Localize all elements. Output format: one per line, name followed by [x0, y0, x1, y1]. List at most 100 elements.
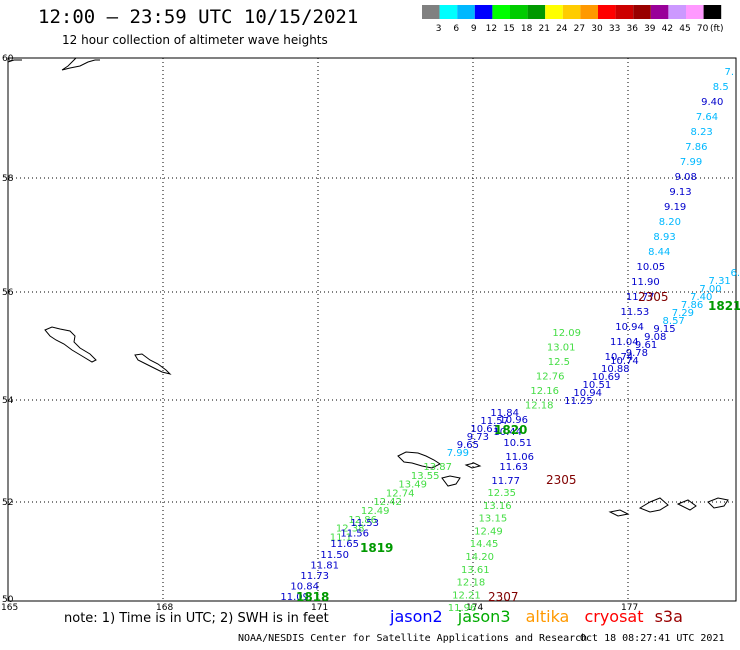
- legend-swatch: [457, 5, 475, 19]
- legend-label: 21: [538, 24, 549, 34]
- wave-height-value: 12.16: [530, 386, 559, 397]
- wave-height-value: 8.20: [659, 217, 681, 228]
- wave-height-value: 12.38: [336, 524, 365, 535]
- pass-label-1819: 1819: [360, 541, 393, 555]
- wave-height-value: 11.73: [300, 571, 329, 582]
- wave-height-value: 9.13: [669, 187, 691, 198]
- satellite-altika: altika: [525, 607, 570, 626]
- coastlines: [7, 57, 729, 517]
- wave-height-value: 10.74: [610, 356, 639, 367]
- coast-alaska-mainland: [7, 57, 100, 71]
- wave-height-value: 12.09: [552, 328, 581, 339]
- satellite-jason2: jason2: [390, 607, 443, 626]
- wave-height-value: 12.18: [457, 578, 486, 589]
- pass-label-1821: 1821: [708, 299, 740, 313]
- wave-height-value: 10.51: [503, 438, 532, 449]
- legend-label: 24: [556, 24, 568, 34]
- legend-label: 30: [591, 24, 603, 34]
- wave-height-value: 7.00: [699, 284, 721, 295]
- wave-height-value: 10.94: [615, 322, 644, 333]
- legend-swatch: [545, 5, 563, 19]
- wave-height-value: 11.57: [480, 416, 509, 427]
- wave-height-value: 7.40: [690, 292, 712, 303]
- wave-height-value: 7.86: [685, 142, 707, 153]
- wave-height-value: 9.08: [644, 332, 666, 343]
- wave-height-value: 8.44: [648, 247, 670, 258]
- legend-swatch: [492, 5, 510, 19]
- legend-swatch: [633, 5, 651, 19]
- lat-label-52: 52: [2, 498, 13, 508]
- legend-label: 12: [486, 24, 497, 34]
- wave-height-value: 13.49: [398, 480, 427, 491]
- wave-height-value: 12.74: [386, 488, 415, 499]
- lat-label-50: 50: [2, 595, 14, 605]
- legend-label: 9: [471, 24, 477, 34]
- wave-height-value: 7.29: [672, 308, 694, 319]
- wave-height-value: 12.21: [452, 590, 481, 601]
- wave-height-value: 11.50: [320, 550, 349, 561]
- legend-swatch: [703, 5, 722, 19]
- legend-swatch: [650, 5, 669, 19]
- lat-label-56: 56: [2, 288, 14, 298]
- legend-swatch: [422, 5, 440, 19]
- legend-label: 15: [503, 24, 514, 34]
- wave-height-tracks: 7. 8.5 9.40 7.64 8.23 7.86 7.99 9.08 9.13 9.19 8.2…: [280, 67, 740, 614]
- wave-height-value: 11.65: [330, 539, 359, 550]
- island-rat-east-3: [707, 497, 729, 509]
- map-title: 12:00 – 23:59 UTC 10/15/2021: [38, 6, 359, 28]
- island-bering: [44, 326, 97, 363]
- wave-height-value: 9.15: [653, 324, 675, 335]
- satellite-cryosat: cryosat: [584, 607, 644, 626]
- wave-height-value: 12.35: [487, 488, 516, 499]
- island-attu: [397, 451, 441, 469]
- legend-swatch: [668, 5, 686, 19]
- wave-height-value: 10.61: [470, 424, 499, 435]
- wave-height-value: 12.86: [348, 515, 377, 526]
- wave-height-value: 10.51: [583, 380, 612, 391]
- legend-label: 70: [697, 24, 709, 34]
- wave-height-value: 10.94: [573, 388, 602, 399]
- wave-height-value: 11.81: [310, 560, 339, 571]
- wave-height-value: 13.87: [423, 462, 452, 473]
- legend-label: 33: [609, 24, 620, 34]
- pass-label-2307: 2307: [488, 590, 519, 604]
- wave-height-value: 7.86: [681, 300, 703, 311]
- wave-height-value: 11.04: [610, 337, 639, 348]
- legend-swatch: [439, 5, 458, 19]
- wave-height-value: 9.73: [467, 432, 489, 443]
- lon-label-168: 168: [156, 603, 173, 613]
- wave-height-value: 9.08: [675, 172, 697, 183]
- wave-height-value: 12.42: [373, 497, 402, 508]
- wave-height-value: 11.84: [490, 408, 519, 419]
- legend-swatch: [615, 5, 634, 19]
- wave-height-value: 11.53: [621, 307, 650, 318]
- wave-height-value: 11.53: [350, 518, 379, 529]
- legend-swatch: [474, 5, 493, 19]
- map-frame: [7, 57, 737, 602]
- wave-height-value: 13.16: [483, 501, 512, 512]
- wave-height-value: 12.76: [536, 372, 565, 383]
- legend-label: 45: [679, 24, 690, 34]
- wave-height-value: 11.77: [491, 476, 520, 487]
- footer-note: note: 1) Time is in UTC; 2) SWH is in fe…: [64, 611, 329, 626]
- wave-height-value: 14.20: [465, 552, 494, 563]
- credit-line: NOAA/NESDIS Center for Satellite Applica…: [238, 633, 588, 644]
- wave-height-value: 8.23: [691, 127, 713, 138]
- wave-height-value: 7.: [724, 67, 734, 78]
- legend-label: 6: [453, 24, 459, 34]
- satellite-legend: jason2 jason3 altika cryosat s3a: [390, 607, 693, 626]
- wave-height-value: 7.64: [696, 112, 718, 123]
- legend-label: 36: [626, 24, 638, 34]
- legend-label: 39: [644, 24, 656, 34]
- legend-swatch: [686, 5, 704, 19]
- wave-height-value: 6.: [730, 268, 740, 279]
- legend-label: 27: [574, 24, 585, 34]
- lon-label-174: 174: [466, 603, 483, 613]
- island-kiska: [464, 462, 482, 469]
- lat-label-58: 58: [2, 174, 14, 184]
- wave-height-value: 11.96: [448, 603, 477, 614]
- legend-label: 42: [662, 24, 673, 34]
- wave-height-value: 10.74: [605, 352, 634, 363]
- wave-height-value: 10.69: [592, 372, 621, 383]
